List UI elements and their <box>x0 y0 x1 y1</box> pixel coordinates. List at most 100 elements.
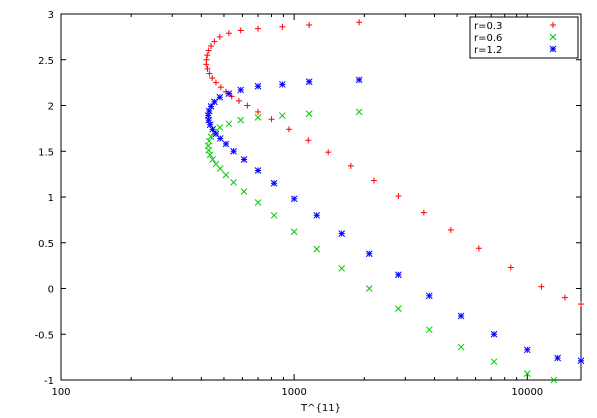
series-r=0.6 <box>204 108 558 384</box>
data-point <box>523 370 531 377</box>
data-point <box>235 97 242 104</box>
data-point <box>278 112 286 119</box>
data-point <box>209 156 216 163</box>
data-point <box>209 75 216 82</box>
data-point <box>338 230 346 237</box>
y-tick-label: 1.5 <box>38 147 54 158</box>
data-point <box>395 193 402 200</box>
legend-marker <box>549 45 557 53</box>
legend-label: r=0.6 <box>474 33 502 44</box>
data-point <box>577 357 585 365</box>
data-point <box>490 358 498 366</box>
data-point <box>550 376 558 384</box>
plot-area <box>60 13 582 381</box>
data-point <box>209 125 216 133</box>
data-point <box>205 47 212 54</box>
data-point <box>208 43 215 50</box>
data-point <box>365 285 373 292</box>
data-point <box>206 151 214 159</box>
data-point <box>205 146 213 154</box>
data-point <box>216 93 224 101</box>
data-point <box>240 188 248 195</box>
data-point <box>237 116 245 124</box>
data-point <box>216 165 224 172</box>
data-point <box>268 116 275 123</box>
x-tick-label: 100 <box>51 387 70 398</box>
axis-ticks: -1 -0.5 0 0.5 1 1.5 2 2.5 3 100 1000 10000 <box>34 10 581 398</box>
data-point <box>204 52 211 59</box>
data-point <box>279 23 286 30</box>
data-point <box>561 294 568 301</box>
data-point <box>554 354 562 362</box>
data-point <box>203 61 210 68</box>
legend-label: r=1.2 <box>474 45 502 56</box>
data-point <box>370 177 377 184</box>
y-tick-label: 0.5 <box>38 239 54 250</box>
data-point <box>305 137 312 144</box>
data-point <box>325 149 332 156</box>
data-point <box>254 199 262 206</box>
data-point <box>290 228 298 236</box>
data-point <box>216 135 224 142</box>
data-point <box>356 19 363 26</box>
legend: r=0.3r=0.6r=1.2 <box>469 16 579 59</box>
y-tick-label: 2 <box>48 102 54 113</box>
data-point <box>206 70 213 77</box>
data-point <box>305 78 313 86</box>
legend-items: r=0.3r=0.6r=1.2 <box>474 21 557 56</box>
x-tick-label: 1000 <box>281 387 306 398</box>
data-point <box>457 343 465 351</box>
y-tick-label: 3 <box>48 10 54 21</box>
data-point <box>490 330 498 338</box>
y-tick-label: 1 <box>48 193 54 204</box>
y-tick-label: -0.5 <box>34 330 54 341</box>
y-tick-label: 2.5 <box>38 56 54 67</box>
data-point <box>347 162 354 169</box>
data-point <box>230 179 237 186</box>
data-point <box>457 312 465 320</box>
data-point <box>447 226 454 233</box>
legend-box <box>469 16 579 59</box>
legend-marker <box>549 33 557 41</box>
data-point <box>230 147 237 155</box>
data-point <box>578 301 584 308</box>
data-point <box>278 81 286 88</box>
data-point <box>306 21 313 28</box>
data-point <box>205 107 213 115</box>
data-point <box>254 167 262 174</box>
data-point <box>212 79 219 86</box>
data-point <box>538 283 545 290</box>
data-point <box>420 209 427 216</box>
data-point <box>222 140 230 148</box>
data-point <box>225 120 233 128</box>
data-point <box>204 65 211 72</box>
data-point <box>395 305 402 312</box>
data-point <box>313 245 321 253</box>
data-point <box>475 245 482 252</box>
data-point <box>355 108 363 116</box>
data-point <box>285 126 292 133</box>
data-point <box>237 27 244 34</box>
data-point <box>216 124 224 131</box>
data-point <box>355 76 363 84</box>
data-point <box>395 271 402 279</box>
legend-marker <box>550 22 556 28</box>
y-tick-label: 0 <box>48 285 54 296</box>
data-point <box>237 86 245 94</box>
data-point <box>207 133 215 140</box>
x-axis-label: T^{11} <box>300 403 341 414</box>
data-point <box>507 264 514 271</box>
data-point <box>222 171 230 179</box>
data-point <box>338 265 346 272</box>
data-marks <box>203 19 585 384</box>
data-point <box>270 179 278 187</box>
data-point <box>305 110 313 118</box>
series-r=0.3 <box>203 19 584 308</box>
data-point <box>225 30 232 37</box>
series-r=1.2 <box>204 76 585 365</box>
data-point <box>211 38 218 45</box>
data-point <box>425 326 433 334</box>
data-point <box>225 90 233 97</box>
data-point <box>205 116 213 124</box>
